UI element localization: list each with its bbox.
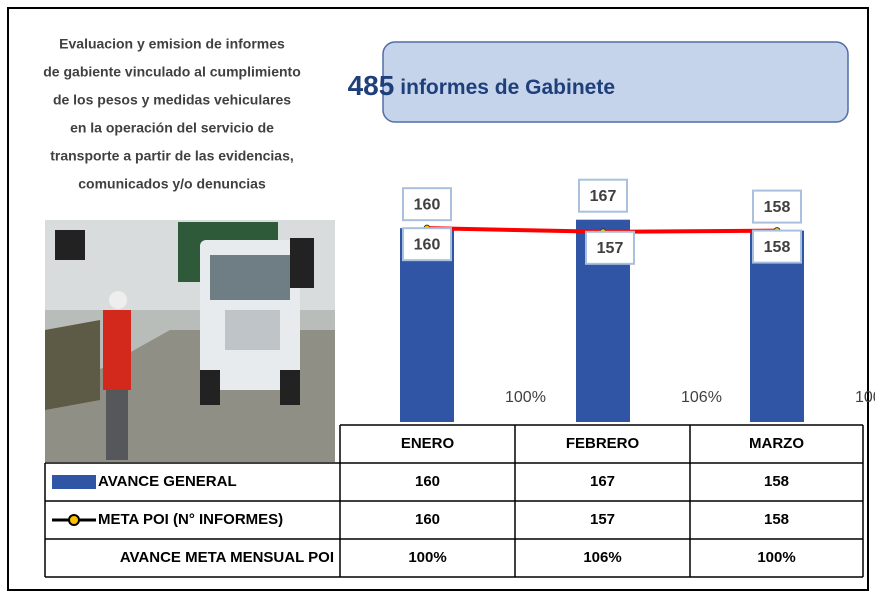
legend-label: AVANCE GENERAL	[98, 473, 237, 490]
legend-marker	[68, 514, 80, 526]
percent-label: 106%	[681, 389, 722, 406]
table-value: 106%	[583, 549, 621, 566]
category-label: MARZO	[749, 435, 804, 452]
total-number: 485	[348, 70, 395, 101]
table-value: 157	[590, 511, 615, 528]
bar-label: 167	[590, 188, 617, 205]
table-value: 158	[764, 511, 789, 528]
bar-label: 160	[414, 196, 441, 213]
legend-bar	[52, 475, 96, 489]
bar-label-box	[752, 189, 802, 224]
description-line: Evaluacion y emision de informes	[59, 36, 285, 52]
photo	[45, 220, 335, 462]
meta-label-box	[402, 227, 452, 262]
total: 485 informes de Gabinete	[348, 70, 615, 101]
description-line: transporte a partir de las evidencias,	[50, 148, 294, 164]
table-value: 160	[415, 511, 440, 528]
category-label: ENERO	[401, 435, 455, 452]
bar-label-box	[402, 187, 452, 222]
percent-label: 100%	[855, 389, 875, 406]
meta-label: 160	[414, 236, 441, 253]
description-line: de gabiente vinculado al cumplimiento	[43, 64, 301, 80]
meta-label: 158	[764, 239, 791, 256]
table-value: 100%	[757, 549, 795, 566]
total-box	[382, 41, 849, 123]
bar-label-box	[578, 178, 628, 213]
category-label: FEBRERO	[566, 435, 640, 452]
description-line: de los pesos y medidas vehiculares	[53, 92, 291, 108]
table-value: 158	[764, 473, 789, 490]
meta-label-box	[585, 230, 635, 265]
total-text: informes de Gabinete	[400, 76, 615, 99]
table-value: 160	[415, 473, 440, 490]
meta-label: 157	[597, 240, 624, 257]
percent-label: 100%	[505, 389, 546, 406]
meta-label-box	[752, 229, 802, 264]
description-line: en la operación del servicio de	[70, 120, 274, 136]
legend-label: AVANCE META MENSUAL POI	[120, 549, 334, 566]
description-line: comunicados y/o denuncias	[78, 176, 266, 192]
frame	[7, 7, 869, 591]
legend-label: META POI (N° INFORMES)	[98, 511, 283, 528]
bar-label: 158	[764, 199, 791, 216]
table-value: 100%	[408, 549, 446, 566]
table-value: 167	[590, 473, 615, 490]
